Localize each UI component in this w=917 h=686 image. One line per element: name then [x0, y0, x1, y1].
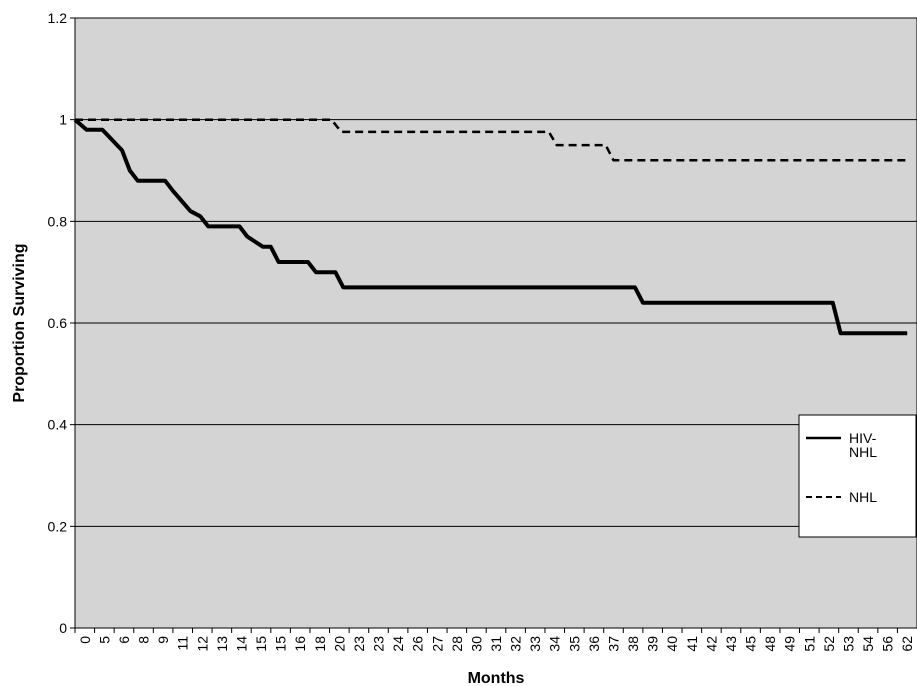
x-tick-label: 18	[312, 636, 328, 652]
x-tick-label: 28	[449, 636, 465, 652]
x-axis-title: Months	[468, 670, 525, 686]
series-lines	[73, 118, 908, 336]
x-tick-label: 54	[860, 636, 876, 652]
x-tick-label: 34	[547, 636, 563, 652]
x-tick-labels: 0 5 6 8 9 11 12 13 14 15 15 16 18 20 23 23 24 26 27 28 30 31 3…	[74, 628, 915, 652]
x-tick-label: 14	[233, 636, 249, 652]
y-tick-label: 0.4	[48, 417, 68, 433]
x-tick-label: 24	[390, 636, 406, 652]
x-tick-label: 45	[743, 636, 759, 652]
x-tick-label: 42	[703, 636, 719, 652]
y-axis-title: Proportion Surviving	[11, 243, 28, 402]
x-tick-label: 23	[371, 636, 387, 652]
x-tick-label: 39	[645, 636, 661, 652]
x-tick-label: 11	[175, 636, 191, 651]
x-tick-label: 33	[527, 636, 543, 652]
x-tick-label: 31	[488, 636, 504, 652]
x-tick-label: 48	[762, 636, 778, 652]
x-tick-label: 56	[880, 636, 896, 652]
legend-label-hiv-nhl-1: HIV-	[849, 430, 877, 446]
x-tick-label: 5	[96, 636, 112, 644]
x-tick-label: 20	[331, 636, 347, 652]
legend-box	[798, 414, 917, 538]
x-tick-label: 35	[566, 636, 582, 652]
x-tick-label: 52	[821, 636, 837, 652]
x-tick-label: 27	[429, 636, 445, 652]
x-tick-label: 12	[194, 636, 210, 652]
y-tick-label: 0.6	[48, 315, 68, 331]
legend-label-nhl: NHL	[849, 489, 877, 505]
legend: HIV- NHL NHL	[798, 414, 917, 538]
x-tick-label: 0	[77, 636, 93, 644]
x-tick-label: 41	[684, 636, 700, 652]
x-tick-label: 30	[468, 636, 484, 652]
series-line-nhl	[75, 118, 908, 162]
x-tick-label: 40	[664, 636, 680, 652]
x-tick-label: 37	[605, 636, 621, 652]
x-tick-label: 6	[116, 636, 132, 644]
x-tick-label: 43	[723, 636, 739, 652]
x-tick-label: 38	[625, 636, 641, 652]
x-tick-label: 36	[586, 636, 602, 652]
x-tick-label: 51	[801, 636, 817, 652]
y-tick-label: 1.2	[48, 10, 68, 26]
x-tick-label: 53	[840, 636, 856, 652]
y-tick-label: 1	[59, 112, 67, 128]
series-line-hiv-nhl	[73, 118, 908, 336]
y-tick-label: 0	[59, 620, 67, 636]
x-tick-label: 49	[782, 636, 798, 652]
legend-label-hiv-nhl-2: NHL	[849, 444, 877, 460]
x-tick-label: 9	[155, 636, 171, 644]
y-tick-labels: 0 0.2 0.4 0.6 0.8 1 1.2	[48, 10, 68, 636]
gridlines	[70, 17, 917, 629]
x-tick-label: 8	[136, 636, 152, 644]
x-tick-label: 13	[214, 636, 230, 652]
x-tick-label: 15	[273, 636, 289, 652]
x-tick-label: 32	[508, 636, 524, 652]
x-tick-label: 26	[410, 636, 426, 652]
x-tick-label: 16	[292, 636, 308, 652]
x-tick-label: 15	[253, 636, 269, 652]
x-tick-label: 62	[899, 636, 915, 652]
y-tick-label: 0.8	[48, 213, 68, 229]
x-tick-label: 23	[351, 636, 367, 652]
y-tick-label: 0.2	[48, 518, 68, 534]
